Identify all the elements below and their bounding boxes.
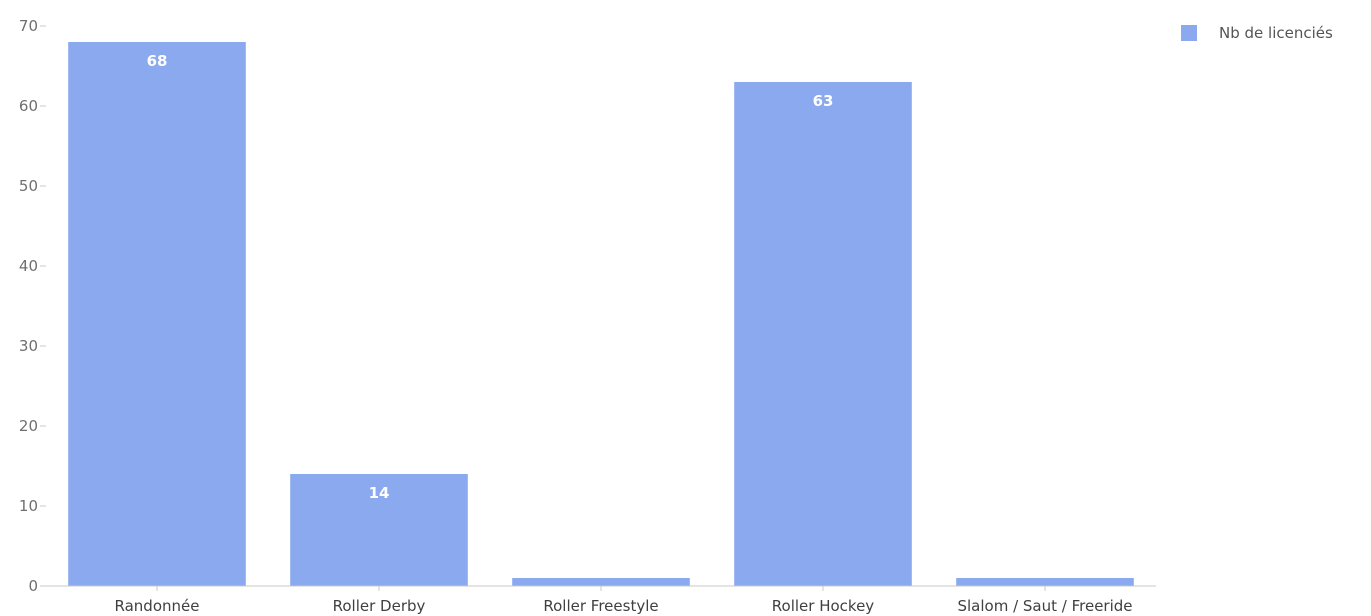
y-tick-label: 40 bbox=[19, 257, 38, 275]
x-category-label: Roller Derby bbox=[333, 597, 426, 615]
y-tick-label: 60 bbox=[19, 97, 38, 115]
x-category-label: Roller Freestyle bbox=[543, 597, 658, 615]
axis-layer: 0 10 20 30 40 50 60 70 Randonnée Roller Derby Roll… bbox=[19, 17, 1156, 615]
bar-1 bbox=[68, 42, 246, 586]
data-label: 14 bbox=[369, 484, 390, 502]
legend-swatch bbox=[1181, 25, 1197, 41]
x-category-label: Slalom / Saut / Freeride bbox=[957, 597, 1132, 615]
data-label: 63 bbox=[813, 92, 834, 110]
bar-4 bbox=[734, 82, 912, 586]
y-tick-label: 20 bbox=[19, 417, 38, 435]
bar-2 bbox=[290, 474, 468, 586]
bar-3 bbox=[512, 578, 690, 586]
y-tick-label: 30 bbox=[19, 337, 38, 355]
bar-5 bbox=[956, 578, 1134, 586]
y-tick-label: 70 bbox=[19, 17, 38, 35]
y-tick-label: 50 bbox=[19, 177, 38, 195]
x-category-label: Randonnée bbox=[115, 597, 200, 615]
y-tick-label: 10 bbox=[19, 497, 38, 515]
data-label: 68 bbox=[147, 52, 168, 70]
legend: Nb de licenciés bbox=[1181, 24, 1333, 42]
bars-layer: 68 14 63 bbox=[68, 42, 1134, 586]
legend-label: Nb de licenciés bbox=[1219, 24, 1333, 42]
y-tick-label: 0 bbox=[28, 577, 38, 595]
x-category-label: Roller Hockey bbox=[772, 597, 875, 615]
